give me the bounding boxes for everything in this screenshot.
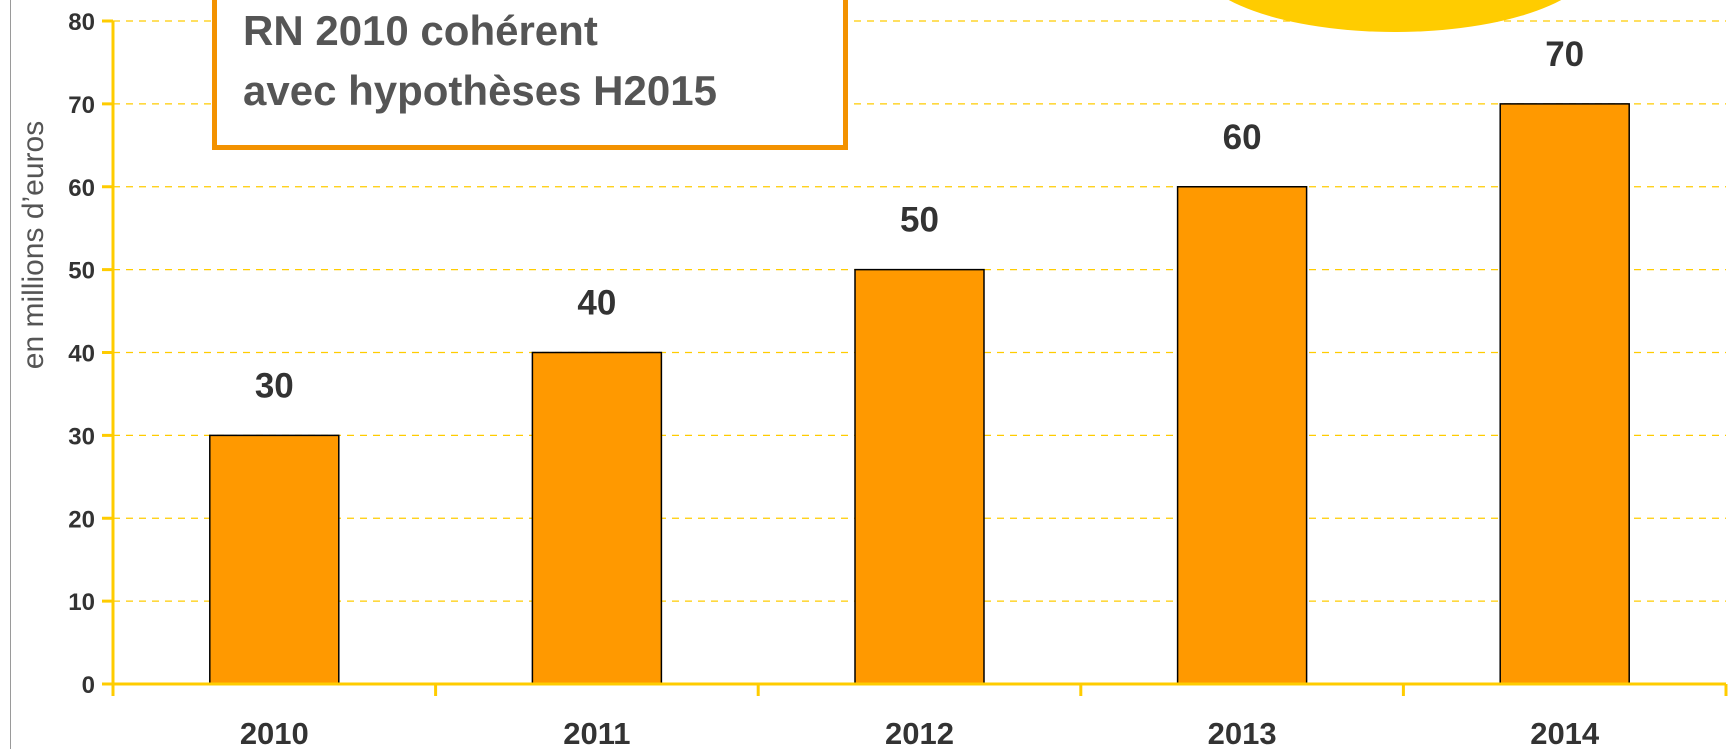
x-tick-label: 2013 <box>1208 716 1277 749</box>
axes <box>102 19 1728 696</box>
data-label: 40 <box>577 284 616 323</box>
x-tick-label: 2014 <box>1530 716 1600 749</box>
bar <box>531 351 663 685</box>
y-tick-label: 60 <box>68 175 95 202</box>
data-label: 60 <box>1223 118 1262 157</box>
data-label: 70 <box>1545 35 1584 74</box>
annotation-box: RN 2010 cohérent avec hypothèses H2015 <box>212 0 848 150</box>
y-axis-title: en millions d’euros <box>17 120 50 370</box>
left-border-line <box>10 0 11 749</box>
data-label: 50 <box>900 201 939 240</box>
y-tick-label: 70 <box>68 92 95 119</box>
bar <box>1176 186 1308 685</box>
labels: 0 10 20 30 40 50 60 70 80 30 2010 40 2011 50 2012 60 201… <box>68 9 1600 749</box>
bar <box>854 268 985 685</box>
x-tick-label: 2011 <box>563 716 630 749</box>
x-tick-label: 2010 <box>240 716 309 749</box>
annotation-line-1: RN 2010 cohérent <box>243 7 598 54</box>
y-tick-label: 30 <box>68 423 95 450</box>
bar <box>209 434 340 685</box>
y-tick-label: 10 <box>68 589 95 616</box>
y-tick-label: 0 <box>82 672 95 699</box>
y-tick-label: 40 <box>68 341 95 368</box>
bars <box>209 103 1630 685</box>
annotation-line-2: avec hypothèses H2015 <box>243 67 717 114</box>
x-tick-label: 2012 <box>885 716 954 749</box>
y-tick-label: 80 <box>68 9 95 36</box>
y-tick-label: 20 <box>68 506 95 533</box>
y-tick-label: 50 <box>68 258 95 285</box>
bar <box>1499 103 1630 685</box>
data-label: 30 <box>255 366 294 405</box>
